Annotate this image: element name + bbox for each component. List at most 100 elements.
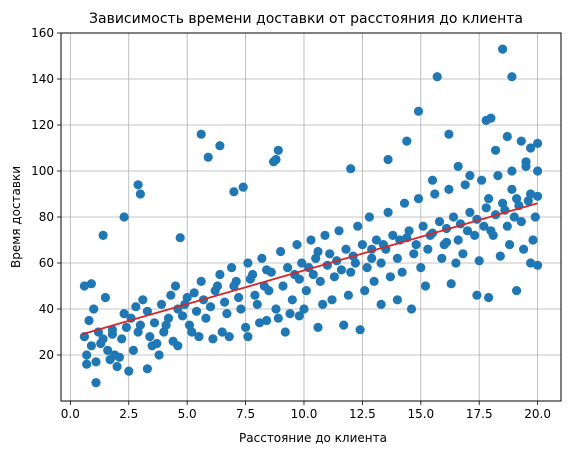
data-point	[278, 281, 288, 291]
data-point	[250, 290, 260, 300]
data-point	[79, 281, 89, 291]
data-point	[533, 191, 543, 201]
data-point	[402, 136, 412, 146]
data-point	[227, 263, 237, 273]
data-point	[203, 152, 213, 162]
data-point	[175, 233, 185, 243]
data-point	[297, 258, 307, 268]
data-point	[364, 212, 374, 222]
data-point	[128, 345, 138, 355]
data-point	[453, 161, 463, 171]
data-point	[336, 265, 346, 275]
data-point	[451, 258, 461, 268]
data-point	[392, 295, 402, 305]
data-point	[189, 288, 199, 298]
data-point	[142, 306, 152, 316]
data-point	[205, 302, 216, 312]
data-point	[465, 171, 475, 181]
data-point	[409, 249, 419, 259]
y-tick-label: 80	[39, 210, 54, 224]
data-point	[196, 129, 206, 139]
data-point	[191, 306, 202, 316]
data-point	[509, 212, 519, 222]
data-point	[327, 295, 337, 305]
data-point	[215, 141, 225, 151]
data-point	[388, 230, 398, 240]
data-point	[241, 322, 251, 332]
data-point	[481, 203, 491, 213]
data-point	[107, 329, 117, 339]
y-tick-label: 100	[31, 164, 54, 178]
data-point	[182, 292, 192, 303]
chart-title: Зависимость времени доставки от расстоян…	[89, 11, 523, 27]
x-tick-label: 0.0	[61, 407, 80, 421]
data-point	[521, 161, 531, 171]
data-point	[154, 350, 164, 360]
data-point	[82, 350, 92, 360]
data-point	[124, 366, 134, 376]
data-point	[533, 138, 543, 148]
data-point	[91, 357, 101, 367]
data-point	[117, 334, 127, 344]
x-tick-label: 7.5	[236, 407, 255, 421]
data-point	[276, 246, 286, 257]
data-point	[523, 196, 533, 206]
data-point	[346, 267, 356, 277]
data-point	[411, 240, 421, 250]
data-point	[98, 334, 108, 344]
data-point	[220, 297, 230, 307]
data-point	[217, 327, 227, 337]
data-point	[360, 286, 370, 296]
data-point	[313, 246, 323, 257]
data-point	[334, 226, 344, 236]
data-point	[187, 327, 197, 337]
data-point	[472, 290, 482, 300]
data-point	[369, 276, 379, 286]
data-point	[91, 378, 101, 388]
y-tick-label: 40	[39, 302, 54, 316]
data-point	[119, 309, 129, 319]
data-point	[145, 332, 155, 342]
data-point	[486, 113, 496, 123]
data-point	[507, 72, 517, 82]
data-point	[292, 240, 302, 250]
data-point	[149, 318, 160, 328]
data-point	[306, 235, 316, 245]
grid-lines	[61, 32, 561, 401]
data-point	[147, 341, 157, 351]
data-point	[177, 311, 188, 321]
data-point	[156, 299, 167, 309]
data-point	[339, 320, 349, 330]
data-point	[383, 207, 393, 217]
data-point	[516, 217, 526, 227]
data-point	[105, 355, 115, 365]
data-point	[376, 258, 386, 268]
data-point	[392, 253, 402, 263]
data-point	[404, 226, 414, 236]
data-point	[142, 364, 152, 374]
data-point	[448, 212, 459, 222]
y-axis-ticks: 20 40 60 80 100 120 140 160	[31, 26, 61, 362]
x-tick-label: 5.0	[178, 407, 197, 421]
data-points	[79, 44, 543, 388]
data-point	[184, 320, 195, 330]
data-point	[112, 361, 122, 372]
data-point	[516, 136, 526, 146]
data-point	[243, 332, 253, 342]
data-point	[418, 221, 428, 231]
data-point	[439, 240, 449, 250]
data-point	[371, 235, 381, 245]
data-point	[89, 304, 99, 314]
trend-line	[81, 202, 538, 336]
data-point	[131, 302, 141, 312]
data-point	[502, 131, 512, 142]
data-point	[484, 292, 494, 303]
data-point	[474, 256, 484, 266]
data-point	[488, 230, 498, 240]
data-point	[465, 207, 475, 217]
data-point	[346, 164, 356, 174]
data-point	[86, 279, 96, 289]
data-point	[320, 230, 330, 240]
x-tick-label: 20.0	[524, 407, 551, 421]
